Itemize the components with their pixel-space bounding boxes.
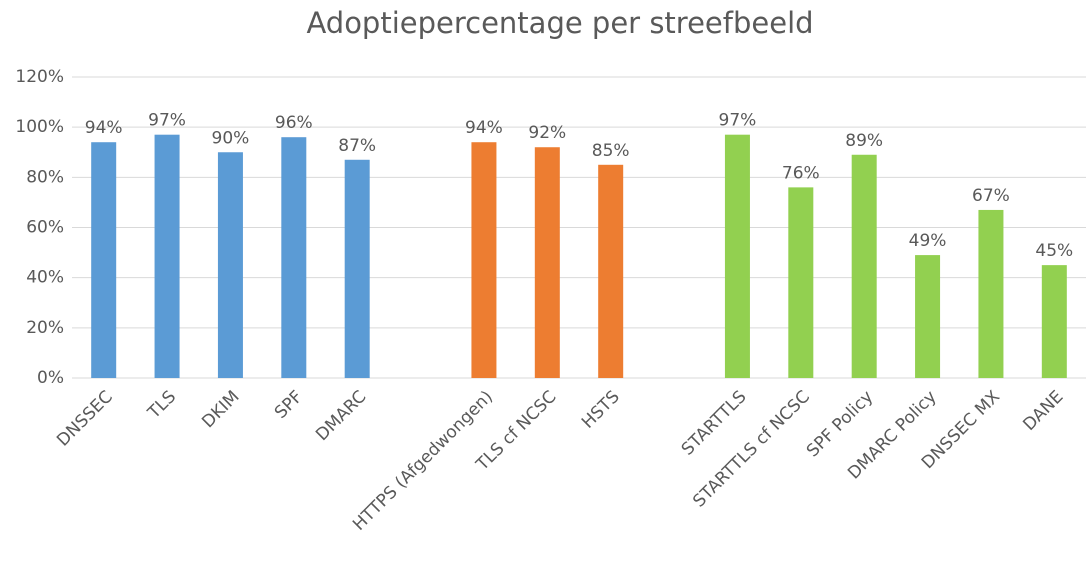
x-tick-label: DNSSEC: [53, 387, 117, 451]
x-tick-label: DMARC: [312, 387, 370, 445]
bar: [534, 147, 560, 378]
value-label: 89%: [845, 131, 883, 151]
x-tick-label: DANE: [1019, 387, 1067, 435]
bar: [1041, 265, 1067, 378]
value-label: 90%: [212, 128, 250, 148]
bar: [344, 159, 370, 378]
x-tick-label: SPF: [271, 387, 307, 423]
value-label: 97%: [148, 111, 186, 131]
y-tick-label: 0%: [37, 368, 64, 388]
bar: [851, 154, 877, 378]
value-label: 85%: [592, 141, 630, 161]
y-tick-label: 40%: [26, 268, 64, 288]
bar: [154, 134, 180, 378]
value-label: 92%: [528, 123, 566, 143]
value-label: 94%: [465, 118, 503, 138]
bar: [217, 152, 243, 378]
value-label: 49%: [909, 231, 947, 251]
value-label: 94%: [85, 118, 123, 138]
value-label: 76%: [782, 163, 820, 183]
value-label: 87%: [338, 136, 376, 156]
bar: [281, 137, 307, 378]
x-tick-label: STARTTLS cf NCSC: [689, 387, 814, 512]
value-label: 45%: [1035, 241, 1073, 261]
y-tick-label: 120%: [15, 67, 64, 87]
value-label: 97%: [719, 111, 757, 131]
bar: [788, 187, 814, 378]
y-tick-label: 100%: [15, 117, 64, 137]
bar: [471, 142, 497, 378]
value-label: 67%: [972, 186, 1010, 206]
bar: [91, 142, 117, 378]
y-tick-label: 20%: [26, 318, 64, 338]
bar: [598, 164, 624, 378]
value-label: 96%: [275, 113, 313, 133]
x-tick-label: TLS: [144, 387, 181, 424]
bar: [915, 255, 941, 378]
bar: [724, 134, 750, 378]
x-tick-label: HSTS: [578, 387, 624, 433]
bar: [978, 209, 1004, 378]
y-tick-label: 60%: [26, 218, 64, 238]
chart-title: Adoptiepercentage per streefbeeld: [306, 6, 813, 40]
x-tick-label: DKIM: [198, 387, 243, 432]
y-tick-label: 80%: [26, 167, 64, 187]
